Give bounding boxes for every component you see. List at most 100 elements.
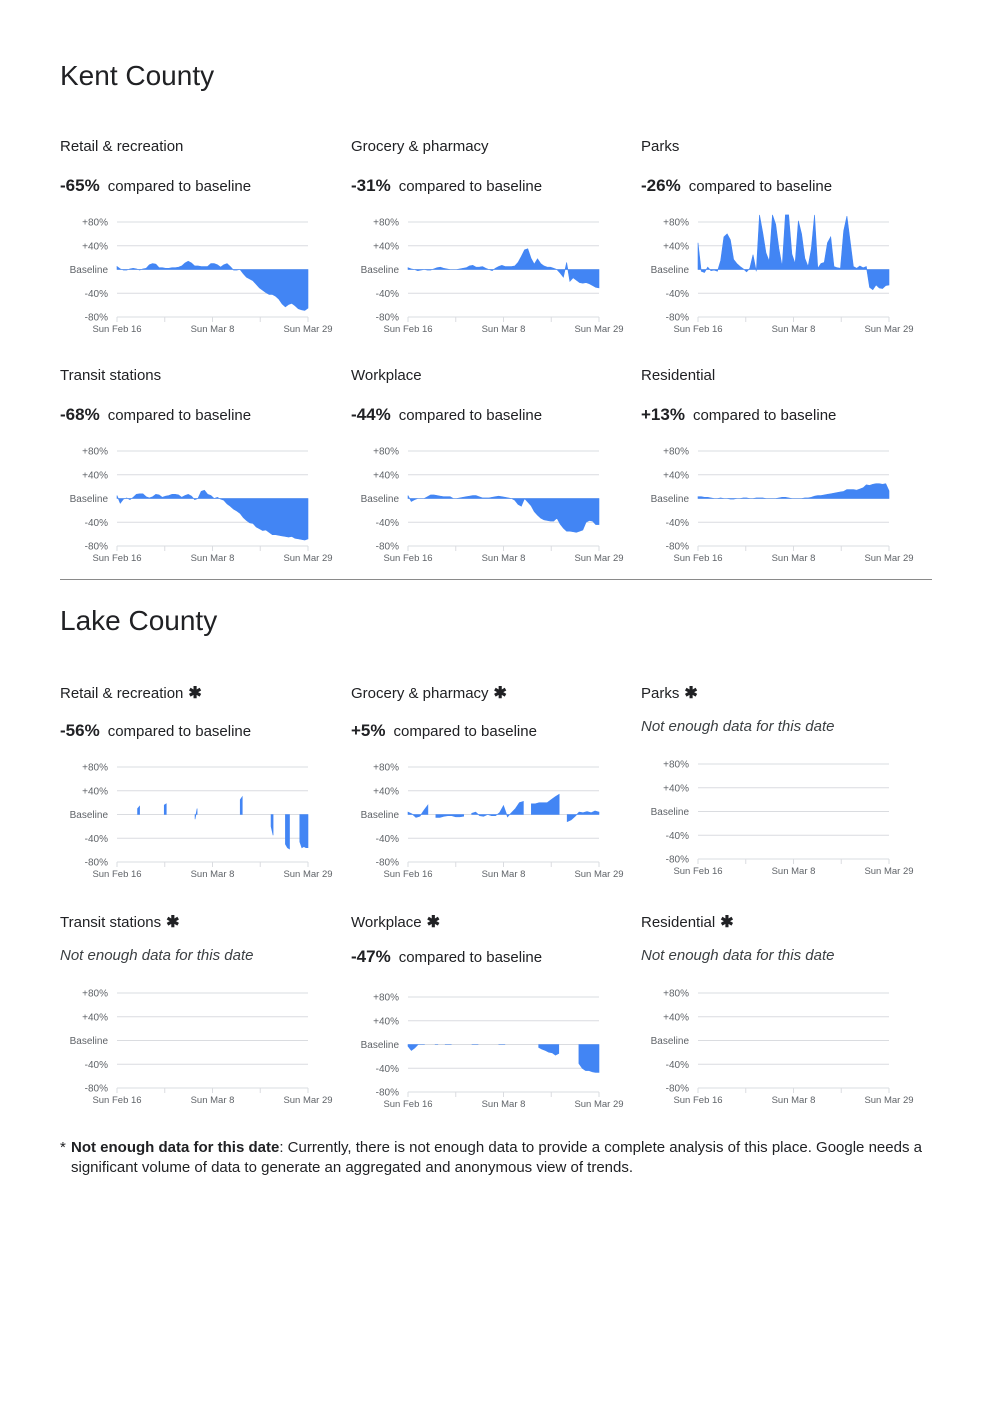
y-tick-label: -40% [376,289,399,300]
no-data-message: Not enough data for this date [60,947,254,964]
panel-title: Grocery & pharmacy ✱ [351,683,507,703]
trend-area [407,248,600,289]
panel-lake-transit: Transit stations ✱ Not enough data for th… [60,912,340,1112]
y-tick-label: -40% [376,834,399,845]
panel-title: Workplace ✱ [351,912,440,932]
footnote: * Not enough data for this date: Current… [60,1138,932,1178]
y-tick-label: +80% [663,989,689,1000]
y-tick-label: -40% [85,1060,108,1071]
panel-title: Retail & recreation ✱ [60,683,202,703]
x-tick-label: Sun Feb 16 [673,324,722,335]
x-tick-label: Sun Mar 29 [574,324,623,335]
x-tick-label: Sun Mar 29 [574,553,623,564]
trend-area [697,483,890,500]
y-tick-label: +40% [82,470,108,481]
y-tick-label: Baseline [361,1040,400,1051]
stat-value: -68% [60,405,100,424]
panel-lake-retail: Retail & recreation ✱ -56% compared to bas… [60,683,340,883]
y-tick-label: Baseline [70,1036,109,1047]
county-divider [60,579,932,580]
y-tick-label: Baseline [361,494,400,505]
x-tick-label: Sun Mar 8 [772,324,816,335]
trend-area [407,494,600,533]
x-tick-label: Sun Mar 29 [574,1099,623,1110]
asterisk-icon: ✱ [720,914,734,931]
county-title: Kent County [60,60,215,91]
panel-title-text: Transit stations [60,914,162,931]
stat-compare: compared to baseline [398,178,543,195]
stat-compare: compared to baseline [692,407,837,424]
y-tick-label: +40% [373,241,399,252]
y-tick-label: +80% [663,218,689,229]
stat: -31% compared to baseline [351,176,542,196]
trend-chart: +80% +40% Baseline -40% -80%Sun Feb 16 Sun Ma… [651,760,914,878]
panel-title-text: Residential [641,914,716,931]
stat: -44% compared to baseline [351,405,542,425]
trend-chart: +80% +40% Baseline -40% -80%Sun Feb 16 Sun Ma… [361,763,624,881]
x-tick-label: Sun Feb 16 [92,324,141,335]
trend-area [471,801,524,818]
panel-title-text: Workplace [351,914,422,931]
y-tick-label: +80% [373,447,399,458]
trend-area [697,214,890,291]
x-tick-label: Sun Mar 8 [191,1095,235,1106]
panel-title: Residential ✱ [641,912,734,932]
y-tick-label: -80% [85,1084,108,1095]
trend-area [407,804,429,818]
y-tick-label: Baseline [361,810,400,821]
y-tick-label: -40% [666,518,689,529]
y-tick-label: +80% [373,763,399,774]
y-tick-label: +40% [663,470,689,481]
panel-lake-grocery: Grocery & pharmacy ✱ +5% compared to basel… [351,683,631,883]
panel-title-text: Retail & recreation [60,138,184,155]
y-tick-label: +40% [373,786,399,797]
y-tick-label: +80% [82,989,108,1000]
trend-chart: +80% +40% Baseline -40% -80%Sun Feb 16 Sun Ma… [70,989,333,1107]
trend-area [407,1044,425,1051]
x-tick-label: Sun Mar 8 [482,1099,526,1110]
stat-value: -47% [351,947,391,966]
y-tick-label: -80% [85,313,108,324]
asterisk-icon: ✱ [188,685,202,702]
stat-compare: compared to baseline [398,949,543,966]
y-tick-label: +40% [663,241,689,252]
y-tick-label: +80% [82,218,108,229]
stat: -47% compared to baseline [351,947,542,967]
y-tick-label: -40% [85,289,108,300]
y-tick-label: Baseline [70,494,109,505]
stat-value: -44% [351,405,391,424]
trend-chart: +80% +40% Baseline -40% -80%Sun Feb 16 Sun Ma… [361,993,624,1111]
trend-area [285,814,290,850]
trend-chart: +80% +40% Baseline -40% -80%Sun Feb 16 Sun Ma… [651,447,914,565]
asterisk-icon: ✱ [684,685,698,702]
y-tick-label: +80% [663,447,689,458]
y-tick-label: +40% [663,1012,689,1023]
trend-area [239,795,243,815]
x-tick-label: Sun Mar 29 [864,553,913,564]
y-tick-label: -40% [376,518,399,529]
panel-title-text: Residential [641,367,716,384]
y-tick-label: Baseline [70,810,109,821]
stat: -56% compared to baseline [60,721,251,741]
panel-title: Retail & recreation [60,138,183,155]
x-tick-label: Sun Mar 29 [283,869,332,880]
y-tick-label: -80% [376,858,399,869]
y-tick-label: -80% [376,542,399,553]
panel-title-text: Workplace [351,367,422,384]
trend-area [270,814,274,836]
trend-chart: +80% +40% Baseline -40% -80%Sun Feb 16 Sun Ma… [651,989,914,1107]
panel-lake-workplace: Workplace ✱ -47% compared to baseline +80%… [351,912,631,1112]
trend-area [538,1044,560,1056]
y-tick-label: Baseline [651,1036,690,1047]
panel-title: Residential [641,367,715,384]
trend-chart: +80% +40% Baseline -40% -80%Sun Feb 16 Sun Ma… [70,218,333,336]
x-tick-label: Sun Feb 16 [92,869,141,880]
y-tick-label: +80% [82,447,108,458]
x-tick-label: Sun Mar 29 [574,869,623,880]
y-tick-label: -40% [85,834,108,845]
trend-area [116,489,309,541]
y-tick-label: Baseline [70,265,109,276]
trend-area [299,814,309,849]
y-tick-label: +40% [373,1016,399,1027]
y-tick-label: Baseline [361,265,400,276]
